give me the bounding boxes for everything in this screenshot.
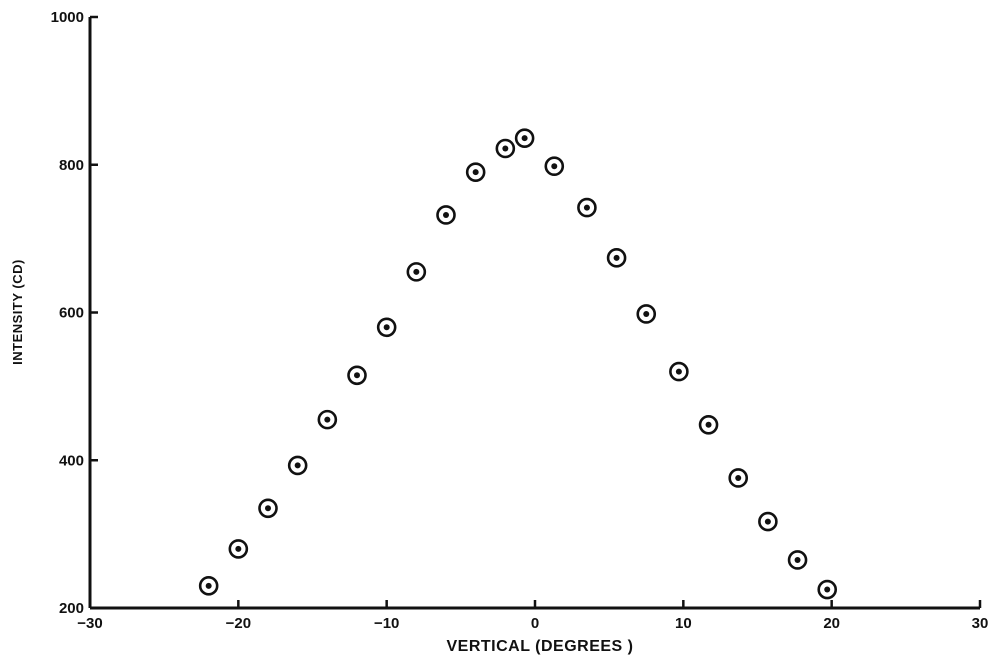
data-point [758,511,778,532]
data-point-dot [551,163,558,170]
data-point-dot [675,368,682,375]
data-point [406,262,427,282]
data-point [376,317,397,338]
y-tick-label: 400 [59,452,84,469]
x-tick-label: 0 [531,615,539,632]
data-point-dot [383,324,390,331]
x-axis-title: VERTICAL (DEGREES ) [447,638,634,655]
data-point [258,498,278,519]
y-tick-label: 600 [59,305,84,322]
data-point-dot [265,505,271,512]
data-point [514,128,535,148]
data-point-dot [472,169,479,176]
x-tick-label: −20 [226,615,251,632]
y-tick-label: 1000 [51,9,84,26]
x-tick-label: −30 [77,615,102,632]
data-point-dot [824,586,831,593]
x-tick-label: 20 [823,615,840,632]
data-point-dot [705,421,712,428]
data-points [198,128,838,600]
data-point [606,248,627,268]
data-point [495,138,516,159]
x-tick-label: 10 [675,615,692,632]
data-point-dot [521,135,528,142]
data-point [287,455,308,476]
data-point-dot [443,211,449,218]
data-point-dot [354,372,360,379]
data-point-dot [735,474,742,481]
data-point-dot [583,204,590,211]
data-point [436,205,456,225]
data-point-dot [794,556,801,563]
data-point [817,579,838,600]
data-point-dot [643,310,650,317]
data-point-dot [764,518,771,525]
data-point [698,414,719,435]
data-point-dot [413,268,420,275]
axes [88,17,980,610]
data-point [636,304,657,324]
data-point [577,197,597,218]
data-point-dot [205,582,212,589]
data-point-dot [324,416,331,423]
data-point [544,156,565,177]
data-point [465,162,486,182]
y-axis-title: INTENSITY (CD) [10,259,25,365]
y-tick-label: 200 [59,600,84,617]
data-point [347,365,367,386]
y-tick-label: 800 [59,157,84,174]
data-point-dot [294,462,301,469]
data-point [317,409,338,430]
y-axis-ticks: 200 400 600 800 1000 [51,9,98,617]
data-point-dot [235,545,242,552]
data-point [728,468,749,488]
data-point [198,576,219,596]
data-point [228,539,249,559]
data-point [669,361,689,382]
data-point-dot [502,145,509,152]
x-axis-ticks: −30 −20 −10 0 10 20 30 [77,600,988,632]
x-tick-label: −10 [374,615,399,632]
x-tick-label: 30 [972,615,989,632]
data-point [787,550,808,570]
data-point-dot [613,254,620,261]
